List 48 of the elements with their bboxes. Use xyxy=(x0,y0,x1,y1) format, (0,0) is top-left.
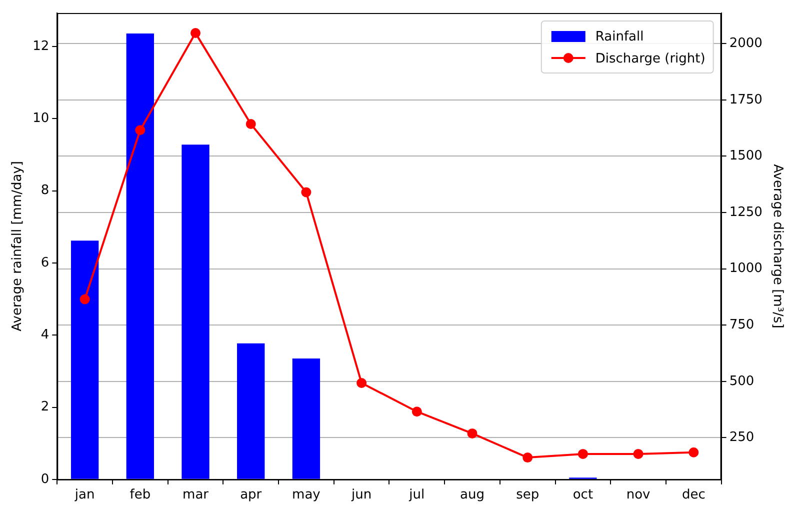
point xyxy=(356,378,367,388)
point xyxy=(412,406,422,417)
y2-tick-label: 1250 xyxy=(729,204,762,220)
bar xyxy=(292,358,320,479)
point xyxy=(522,452,533,463)
x-tick-label: may xyxy=(292,488,321,503)
x-tick-label: sep xyxy=(516,488,540,503)
x-tick-label: jul xyxy=(408,488,425,503)
point xyxy=(688,447,699,458)
x-tick-label: mar xyxy=(182,488,210,503)
x-tick-label: dec xyxy=(682,488,706,503)
y2-tick-label: 750 xyxy=(729,318,754,333)
x-tick-label: oct xyxy=(572,488,594,503)
point xyxy=(301,187,312,198)
y-tick-label: 12 xyxy=(32,38,50,54)
y2-tick-label: 1000 xyxy=(729,261,762,276)
y2-tick-label: 500 xyxy=(729,374,754,389)
y-axis-title: Average rainfall [mm/day] xyxy=(10,161,26,332)
y2-axis-title: Average discharge [m³/s] xyxy=(770,164,785,328)
point xyxy=(190,28,201,38)
y-tick-label: 4 xyxy=(40,327,50,342)
point xyxy=(467,428,478,438)
legend-label: Discharge (right) xyxy=(595,51,706,66)
point xyxy=(246,119,256,130)
y2-tick-label: 1500 xyxy=(729,148,762,164)
y-tick-label: 6 xyxy=(40,255,50,270)
y-tick-label: 8 xyxy=(40,183,50,198)
y-tick-label: 0 xyxy=(40,472,50,487)
point xyxy=(578,448,588,459)
y2-tick-label: 1750 xyxy=(729,92,762,108)
bar xyxy=(70,240,99,479)
x-tick-label: apr xyxy=(240,488,262,503)
point xyxy=(633,448,644,459)
y2-tick-label: 2000 xyxy=(729,36,762,52)
x-tick-label: aug xyxy=(460,488,484,503)
point xyxy=(135,125,146,136)
y-tick-label: 10 xyxy=(32,111,50,126)
x-tick-label: jan xyxy=(74,488,95,503)
x-tick-label: nov xyxy=(626,488,651,503)
x-tick-label: feb xyxy=(130,488,151,503)
x-tick-label: jun xyxy=(350,488,372,503)
bar xyxy=(237,343,265,479)
bar xyxy=(182,144,210,479)
y2-tick-label: 250 xyxy=(729,430,754,446)
bar xyxy=(126,34,154,479)
point xyxy=(80,294,90,304)
y-tick-label: 2 xyxy=(40,400,50,415)
legend-label: Rainfall xyxy=(595,29,644,44)
